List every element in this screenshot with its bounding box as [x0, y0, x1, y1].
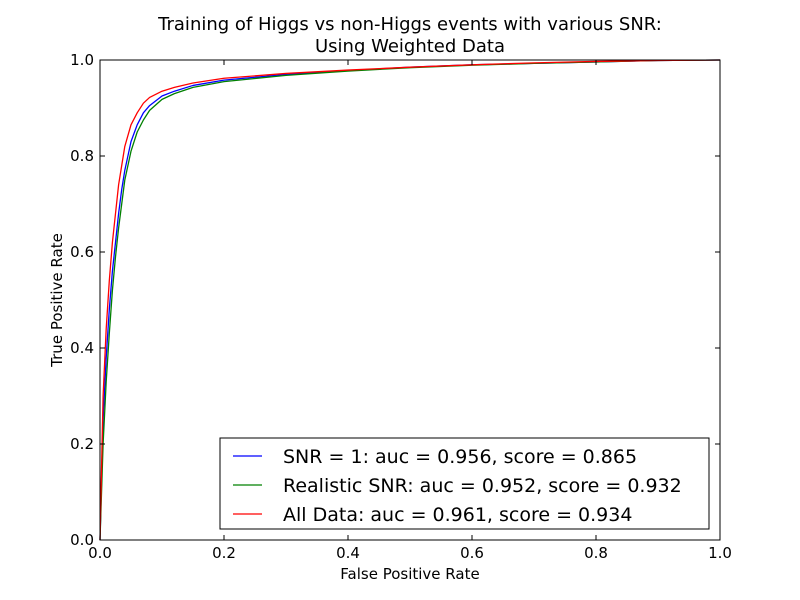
plot-frame [99, 59, 721, 541]
x-tick-label: 0.6 [460, 544, 484, 562]
x-tick-label: 1.0 [708, 544, 732, 562]
ticks-group: 0.0 0.2 0.4 0.6 0.8 1.0 0.0 0.2 0.4 0.6 0.8 1.0 [70, 51, 732, 562]
legend-label-1: SNR = 1: auc = 0.956, score = 0.865 [283, 446, 637, 468]
x-tick-label: 0.0 [88, 544, 112, 562]
y-tick-label: 0.8 [70, 147, 94, 165]
legend: SNR = 1: auc = 0.956, score = 0.865 Reali… [219, 437, 710, 530]
y-axis-label: True Positive Rate [48, 233, 66, 368]
y-tick-label: 0.4 [70, 339, 94, 357]
y-tick-label: 0.2 [70, 435, 94, 453]
y-tick-label: 1.0 [70, 51, 94, 69]
y-tick-label: 0.0 [70, 531, 94, 549]
legend-label-2: Realistic SNR: auc = 0.952, score = 0.93… [283, 475, 682, 497]
legend-label-3: All Data: auc = 0.961, score = 0.934 [283, 504, 632, 526]
x-tick-label: 0.4 [336, 544, 360, 562]
x-tick-label: 0.2 [212, 544, 236, 562]
chart-title-line-2: Using Weighted Data [315, 36, 505, 57]
y-tick-label: 0.6 [70, 243, 94, 261]
chart-title-line-1: Training of Higgs vs non-Higgs events wi… [157, 14, 662, 35]
x-axis-label: False Positive Rate [340, 565, 479, 583]
legend-frame [219, 437, 710, 530]
x-tick-label: 0.8 [584, 544, 608, 562]
